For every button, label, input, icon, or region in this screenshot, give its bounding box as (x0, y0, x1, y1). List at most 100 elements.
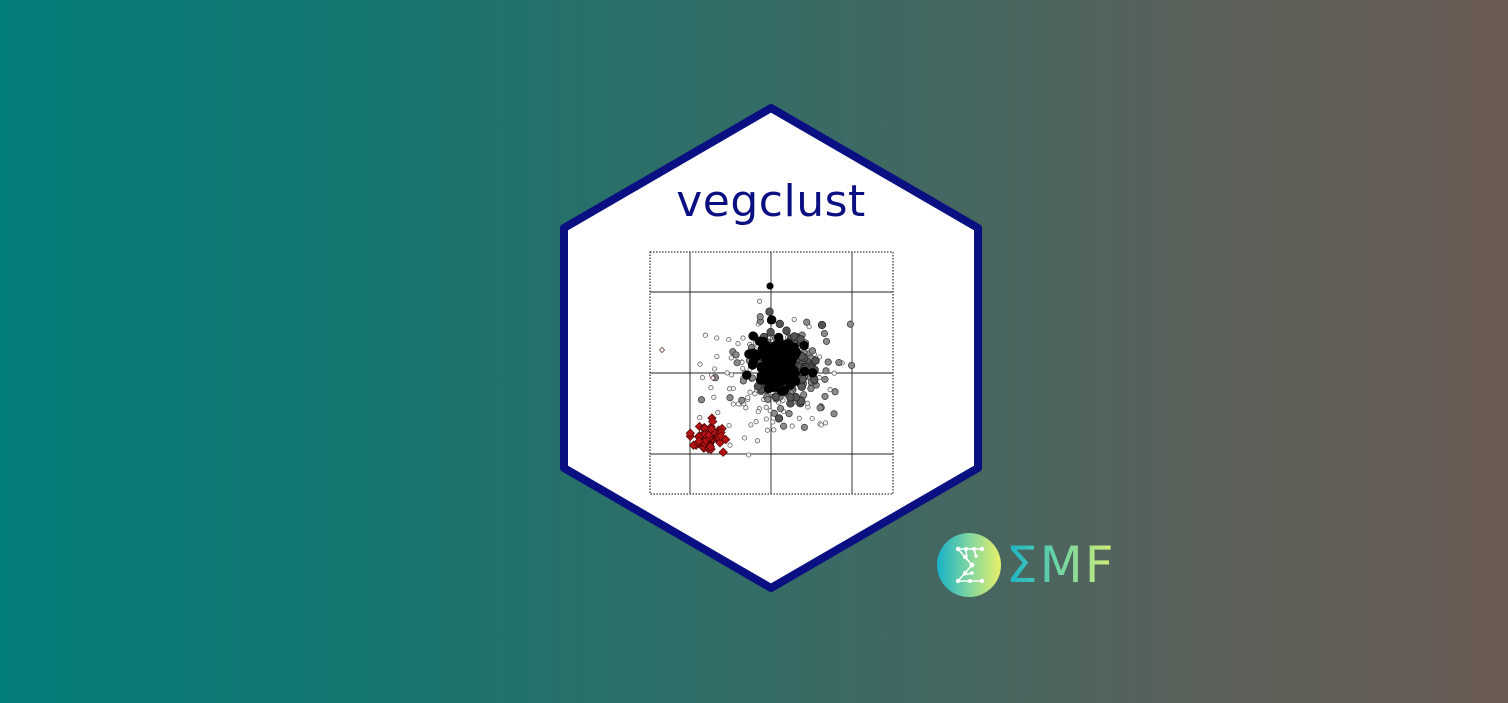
scatter-point (807, 385, 815, 393)
scatter-point (753, 419, 759, 425)
scatter-point (697, 415, 703, 421)
scatter-point (755, 375, 766, 385)
scatter-point (697, 396, 706, 404)
scatter-point (711, 394, 717, 400)
scatter-point (818, 422, 824, 428)
scatter-point (716, 431, 726, 441)
scatter-point (726, 394, 734, 402)
scatter-point (822, 367, 830, 375)
scatter-points (659, 282, 856, 458)
scatter-point (740, 365, 746, 371)
scatter-point (786, 393, 795, 402)
scatter-point (820, 329, 828, 338)
scatter-point (796, 415, 802, 421)
scatter-point (770, 409, 778, 417)
scatter-point (848, 361, 856, 369)
scatter-point (706, 424, 716, 434)
scatter-point (776, 355, 786, 366)
scatter-point (763, 404, 769, 410)
scatter-point (808, 368, 818, 378)
scatter-point (799, 366, 810, 377)
scatter-point (752, 351, 762, 361)
scatter-point (780, 422, 788, 430)
scatter-point (780, 368, 790, 378)
scatter-point (699, 375, 705, 381)
scatter-point (816, 404, 824, 412)
scatter-point (766, 328, 775, 337)
scatter-point (747, 389, 753, 395)
scatter-point (821, 375, 829, 383)
scatter-point (763, 416, 769, 422)
scatter-point (730, 401, 736, 407)
scatter-point (747, 360, 758, 370)
scatter-point (735, 341, 741, 347)
scatter-point (715, 410, 721, 416)
scatter-point (830, 410, 838, 418)
scatter-point (763, 384, 774, 394)
scatter-point (745, 394, 751, 401)
scatter-point (811, 356, 820, 365)
scatter-point (846, 320, 854, 328)
scatter-point (786, 363, 796, 374)
scatter-point (823, 420, 829, 426)
scatter-point (738, 396, 746, 404)
scatter-point (797, 382, 806, 391)
scatter-point (659, 347, 665, 353)
scatter-point (708, 385, 714, 391)
scatter-point (822, 337, 831, 345)
scatter-point (770, 419, 776, 425)
scatter-point (742, 435, 748, 441)
emf-wordmark: ΣMF (1006, 533, 1116, 597)
scatter-point (785, 410, 793, 418)
scatter-point (710, 375, 716, 381)
scatter-point (804, 400, 810, 406)
scatter-point (724, 370, 730, 376)
scatter-point (708, 416, 718, 427)
scatter-point (732, 351, 740, 359)
scatter-point (788, 373, 798, 384)
scatter-point (743, 405, 749, 411)
scatter-point (740, 335, 746, 341)
scatter-point (752, 391, 758, 397)
scatter-point (809, 415, 815, 422)
scatter-point (756, 313, 764, 321)
sigma-network-icon (937, 533, 1001, 597)
scatter-point (718, 447, 728, 457)
scatter-point (831, 370, 837, 376)
scatter-point (764, 427, 770, 433)
scatter-point (800, 423, 808, 431)
scatter-point (705, 442, 716, 452)
scatter-point (791, 316, 797, 322)
scatter-point (733, 359, 741, 367)
scatter-point (756, 298, 763, 304)
scatter-point (742, 370, 752, 380)
scatter-point (727, 442, 733, 448)
scatter-point (748, 422, 754, 428)
scatter-point (789, 423, 795, 429)
scatter-point (765, 307, 774, 316)
scatter-point (714, 353, 720, 359)
scatter-point (774, 332, 784, 343)
scatter-point (824, 358, 832, 366)
scatter-point (782, 326, 791, 335)
scatter-point (712, 366, 718, 372)
scatter-point (726, 422, 732, 429)
scatter-point (771, 427, 777, 433)
scatter-point (728, 355, 734, 361)
scatter-point (702, 332, 708, 338)
logo-title: vegclust (676, 176, 866, 227)
scatter-point (774, 414, 784, 423)
scatter-point (803, 318, 811, 326)
scatter-point (766, 282, 774, 290)
scatter-point (771, 392, 780, 401)
scatter-point (760, 340, 770, 351)
scatter-point (791, 347, 802, 358)
scatter-point (755, 409, 761, 415)
scatter-point (831, 388, 839, 396)
scatter-point (767, 315, 777, 325)
emf-brand: ΣMF (936, 533, 1116, 597)
scatter-plot-graphic (649, 251, 894, 495)
scatter-point (776, 404, 785, 413)
scatter-point (771, 340, 781, 350)
